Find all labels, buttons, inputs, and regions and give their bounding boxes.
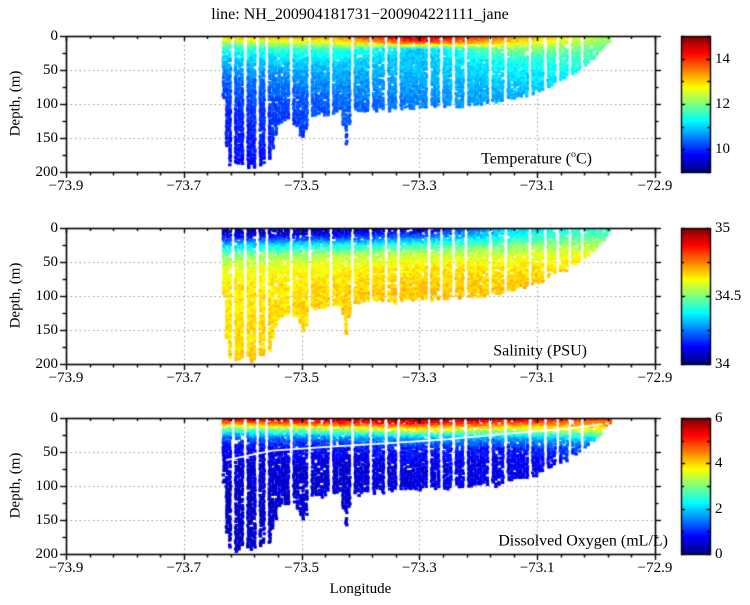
y-tick-label: 150 [35, 130, 59, 146]
y-tick-label: 200 [35, 546, 59, 562]
x-tick-label: −73.5 [284, 178, 319, 194]
x-tick-label: −72.9 [637, 560, 673, 576]
y-tick-label: 100 [35, 478, 59, 494]
colorbar-tick-label: 12 [715, 96, 730, 112]
x-tick-label: −73.5 [284, 370, 319, 386]
y-tick-label: 200 [35, 164, 59, 180]
colorbar-tick-label: 35 [715, 220, 730, 236]
figure-title: line: NH_200904181731−200904221111_jane [211, 6, 509, 23]
colorbar-tick-label: 34 [715, 356, 730, 372]
panel-label-oxygen: Dissolved Oxygen (mL/L) [498, 531, 668, 550]
x-tick-label: −73.9 [48, 560, 84, 576]
y-tick-label: 150 [35, 512, 59, 528]
y-tick-label: 50 [43, 254, 58, 270]
x-tick-label: −73.3 [402, 560, 437, 576]
temperature-section-canvas [0, 20, 750, 196]
y-tick-label: 0 [50, 220, 59, 236]
x-tick-label: −73.1 [519, 178, 555, 194]
y-tick-label: 0 [50, 410, 59, 426]
x-tick-label: −72.9 [637, 370, 673, 386]
colorbar-tick-label: 10 [715, 141, 730, 158]
panel-label-temperature: Temperature (oC) [481, 149, 592, 168]
colorbar-tick-label: 6 [715, 410, 723, 426]
x-tick-label: −73.9 [48, 370, 84, 386]
x-axis-label: Longitude [329, 581, 392, 597]
salinity-section-canvas [0, 212, 750, 388]
x-tick-label: −73.1 [519, 560, 555, 576]
x-tick-label: −73.3 [402, 370, 437, 386]
x-tick-label: −73.1 [519, 370, 555, 386]
x-tick-label: −73.7 [166, 560, 202, 576]
y-tick-label: 200 [35, 356, 59, 372]
panel-label-text: Temperature ( [481, 150, 572, 168]
y-tick-label: 50 [43, 62, 58, 78]
colorbar-tick-label: 4 [715, 455, 723, 472]
y-tick-label: 150 [35, 322, 59, 338]
colorbar-tick-label: 0 [715, 546, 723, 562]
y-tick-label: 0 [50, 28, 59, 44]
colorbar-tick-label: 14 [715, 50, 730, 67]
x-tick-label: −73.7 [166, 178, 202, 194]
dissolved-oxygen-section-canvas [0, 402, 750, 578]
panel-label-salinity: Salinity (PSU) [493, 341, 587, 360]
x-tick-label: −72.9 [637, 178, 673, 194]
x-tick-label: −73.5 [284, 560, 319, 576]
x-tick-label: −73.3 [402, 178, 437, 194]
y-tick-label: 50 [43, 444, 58, 460]
y-tick-label: 100 [35, 288, 59, 304]
colorbar-tick-label: 34.5 [715, 288, 742, 304]
panel-label-text: C) [576, 150, 592, 168]
panel-label-text: Dissolved Oxygen (mL/L) [498, 532, 668, 550]
x-tick-label: −73.7 [166, 370, 202, 386]
x-tick-label: −73.9 [48, 178, 84, 194]
degree-superscript: o [571, 149, 576, 160]
colorbar-tick-label: 2 [715, 500, 723, 517]
panel-label-text: Salinity (PSU) [493, 342, 587, 360]
y-tick-label: 100 [35, 96, 59, 112]
